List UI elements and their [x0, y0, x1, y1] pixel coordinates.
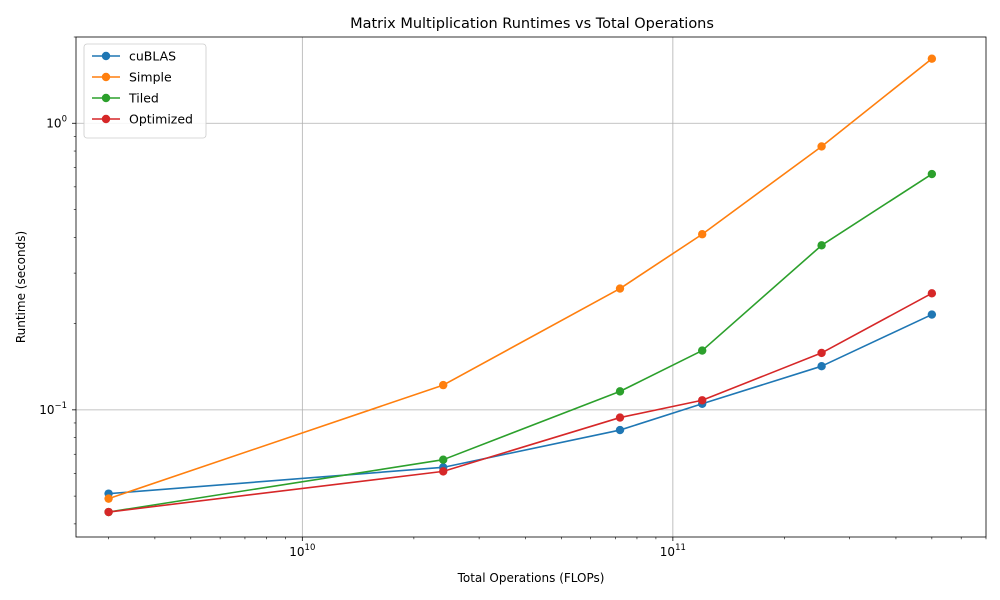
x-axis-label: Total Operations (FLOPs)	[457, 571, 605, 585]
legend-label-optimized: Optimized	[129, 112, 193, 127]
data-point-simple	[439, 380, 448, 390]
y-tick-label: 100	[46, 114, 67, 130]
legend-marker-optimized	[101, 114, 111, 124]
series-line-optimized	[108, 292, 933, 513]
series-line-cublas	[108, 313, 933, 495]
legend-marker-tiled	[101, 93, 111, 103]
legend-marker-simple	[101, 72, 111, 82]
y-tick-label: 10−1	[39, 401, 67, 417]
legend-label-simple: Simple	[129, 70, 172, 85]
data-point-cublas	[817, 362, 826, 371]
data-point-optimized	[615, 413, 625, 422]
data-point-cublas	[615, 425, 625, 435]
axis-ticks: 1010 1011 10−1 100	[39, 36, 987, 559]
x-tick-label: 1011	[660, 543, 686, 559]
data-point-simple	[927, 54, 937, 63]
grid-lines	[76, 37, 986, 537]
plot-frame	[75, 36, 987, 538]
data-point-optimized	[439, 467, 448, 476]
series-line-tiled	[108, 173, 933, 513]
data-point-tiled	[817, 241, 826, 250]
chart-title: Matrix Multiplication Runtimes vs Total …	[350, 16, 714, 32]
data-point-tiled	[698, 346, 707, 355]
data-point-simple	[615, 284, 625, 293]
data-point-tiled	[927, 169, 937, 179]
data-point-tiled	[439, 455, 448, 464]
data-point-optimized	[817, 348, 826, 358]
legend: cuBLAS Simple Tiled Optimized	[83, 43, 207, 139]
legend-label-tiled: Tiled	[128, 91, 159, 106]
data-point-simple	[698, 230, 707, 239]
data-point-optimized	[927, 289, 937, 298]
legend-box	[83, 43, 207, 139]
data-point-optimized	[698, 396, 707, 405]
data-point-simple	[104, 494, 113, 503]
data-point-optimized	[104, 507, 113, 517]
y-axis-label: Runtime (seconds)	[14, 231, 28, 343]
legend-label-cublas: cuBLAS	[129, 49, 176, 64]
data-point-simple	[817, 142, 826, 151]
series-line-simple	[108, 58, 933, 500]
data-point-cublas	[927, 310, 937, 319]
x-tick-label: 1010	[289, 543, 315, 559]
legend-marker-cublas	[101, 51, 111, 61]
series-layer	[104, 54, 937, 517]
data-point-tiled	[615, 387, 625, 396]
